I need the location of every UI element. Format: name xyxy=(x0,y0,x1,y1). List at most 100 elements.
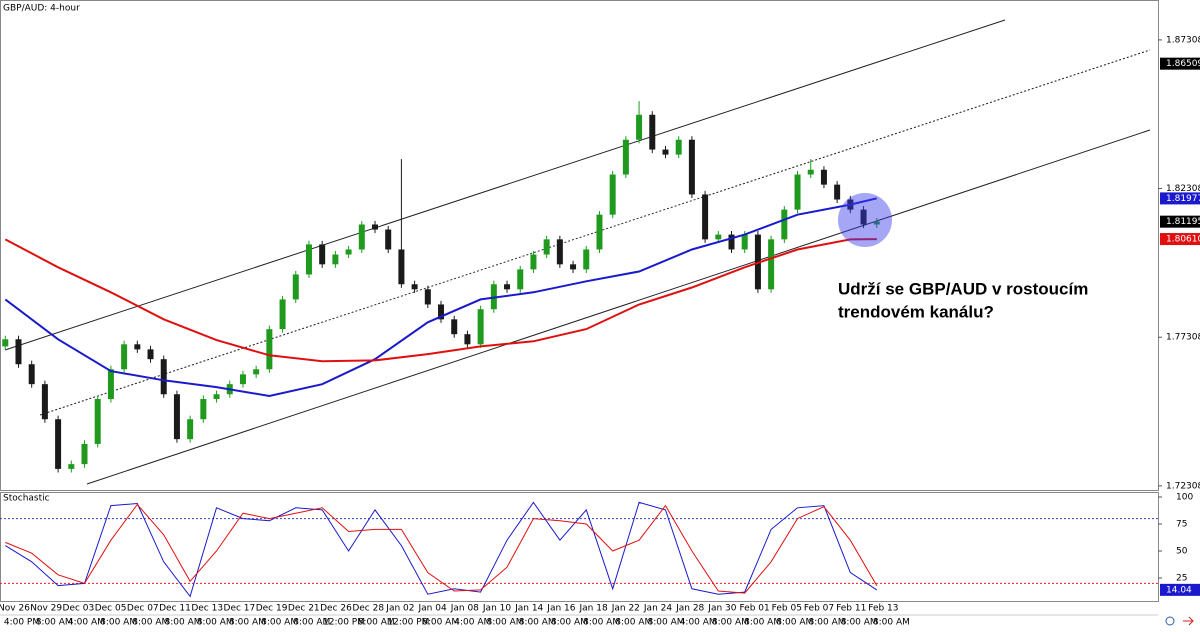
candle-body xyxy=(517,269,524,290)
price-tag xyxy=(1160,57,1200,70)
x-date-label: Jan 08 xyxy=(450,604,479,614)
x-time-label: 8:00 AM xyxy=(615,618,652,628)
x-date-label: Jan 16 xyxy=(546,604,575,614)
stoch-title-bg xyxy=(1,493,41,504)
candle-body xyxy=(134,344,141,350)
y-tick-label: 1.82308 xyxy=(1166,184,1200,194)
x-date-label: Dec 05 xyxy=(95,604,127,614)
price-tag xyxy=(1160,192,1200,205)
main-frame xyxy=(0,0,1159,491)
y-tick-label: 1.87308 xyxy=(1166,35,1200,45)
candle-body xyxy=(147,349,154,360)
x-time-label: 8:00 AM xyxy=(841,618,878,628)
candle-body xyxy=(424,289,431,305)
x-date-label: Nov 26 xyxy=(0,604,30,614)
candle-body xyxy=(662,149,669,155)
price-tag-label: 14.04 xyxy=(1166,585,1192,595)
x-time-label: 8:00 AM xyxy=(648,618,685,628)
price-tag xyxy=(1160,583,1200,596)
candle-body xyxy=(160,359,167,395)
candle-body xyxy=(464,334,471,345)
x-date-label: Jan 30 xyxy=(707,604,736,614)
chart-title: GBP/AUD: 4-hour xyxy=(3,4,80,14)
candle-body xyxy=(213,394,220,400)
candle-body xyxy=(55,419,62,469)
candle-body xyxy=(728,234,735,250)
icon[interactable] xyxy=(1165,616,1175,626)
moving-average xyxy=(4,238,877,363)
candle-body xyxy=(794,174,801,210)
candle-body xyxy=(266,329,273,370)
candle-body xyxy=(2,339,9,347)
candle-body xyxy=(649,114,656,150)
price-tag-label: 1.81195 xyxy=(1166,217,1200,227)
candle-body xyxy=(781,209,788,240)
x-time-label: 8:00 AM xyxy=(422,618,459,628)
icon[interactable] xyxy=(1183,616,1194,626)
x-time-label: 8:00 AM xyxy=(809,618,846,628)
x-time-label: 8:00 AM xyxy=(100,618,137,628)
candle-body xyxy=(398,249,405,285)
x-time-label: 12:00 PM xyxy=(323,618,365,628)
candle-body xyxy=(451,319,458,335)
candle-body xyxy=(834,184,841,200)
y-tick-label: 1.77308 xyxy=(1166,333,1200,343)
annotation: trendovém kanálu? xyxy=(838,302,994,321)
candle-body xyxy=(200,399,207,420)
candle-body xyxy=(622,139,629,175)
candle-body xyxy=(702,194,709,240)
price-tag-label: 1.86509 xyxy=(1166,59,1200,69)
x-date-label: Feb 11 xyxy=(836,604,866,614)
y-tick-label: 100 xyxy=(1176,492,1193,502)
x-time-label: 4:00 AM xyxy=(454,618,491,628)
x-date-label: Dec 11 xyxy=(159,604,191,614)
x-time-label: 4:00 PM xyxy=(4,618,40,628)
candle-body xyxy=(371,224,378,230)
candle-body xyxy=(411,284,418,290)
candle-body xyxy=(319,244,326,265)
x-time-label: 8:00 AM xyxy=(487,618,524,628)
candle-body xyxy=(556,239,563,265)
candle-body xyxy=(15,339,22,365)
candle-body xyxy=(636,114,643,140)
candle-body xyxy=(28,364,35,385)
candle-body xyxy=(121,344,128,370)
x-date-label: Feb 01 xyxy=(739,604,769,614)
x-time-label: 12:00 PM xyxy=(387,618,429,628)
x-time-label: 8:00 AM xyxy=(358,618,395,628)
stoch-frame xyxy=(0,492,1159,602)
x-date-label: Jan 22 xyxy=(611,604,640,614)
x-date-label: Jan 14 xyxy=(514,604,543,614)
x-time-label: 8:00 AM xyxy=(132,618,169,628)
candle-body xyxy=(332,254,339,265)
annotation: Udrží se GBP/AUD v rostoucím xyxy=(838,279,1088,298)
x-time-label: 8:00 AM xyxy=(293,618,330,628)
candle-body xyxy=(438,304,445,320)
candle-body xyxy=(504,284,511,290)
candle-body xyxy=(279,299,286,330)
x-time-label: 4:00 AM xyxy=(68,618,105,628)
channel-lower xyxy=(86,129,1151,485)
x-date-label: Jan 10 xyxy=(482,604,511,614)
stochastic-line xyxy=(5,503,878,594)
candle-body xyxy=(715,234,722,240)
candle-body xyxy=(358,224,365,250)
candle-body xyxy=(173,394,180,440)
candle-body xyxy=(596,214,603,250)
candle-body xyxy=(41,384,48,420)
price-tag-label: 1.80610 xyxy=(1166,235,1200,245)
candle-body xyxy=(768,239,775,290)
x-time-label: 8:00 AM xyxy=(36,618,73,628)
x-date-label: Dec 19 xyxy=(256,604,288,614)
y-tick-label: 1.72308 xyxy=(1166,481,1200,491)
highlight-circle xyxy=(838,193,892,247)
toolbar-icons[interactable] xyxy=(1165,616,1194,626)
y-tick-label: 50 xyxy=(1176,546,1188,556)
x-date-label: Jan 18 xyxy=(579,604,608,614)
candle-body xyxy=(81,443,88,465)
y-tick-label: 75 xyxy=(1176,519,1187,529)
candle-body xyxy=(543,239,550,255)
x-time-label: 4:00 AM xyxy=(680,618,717,628)
